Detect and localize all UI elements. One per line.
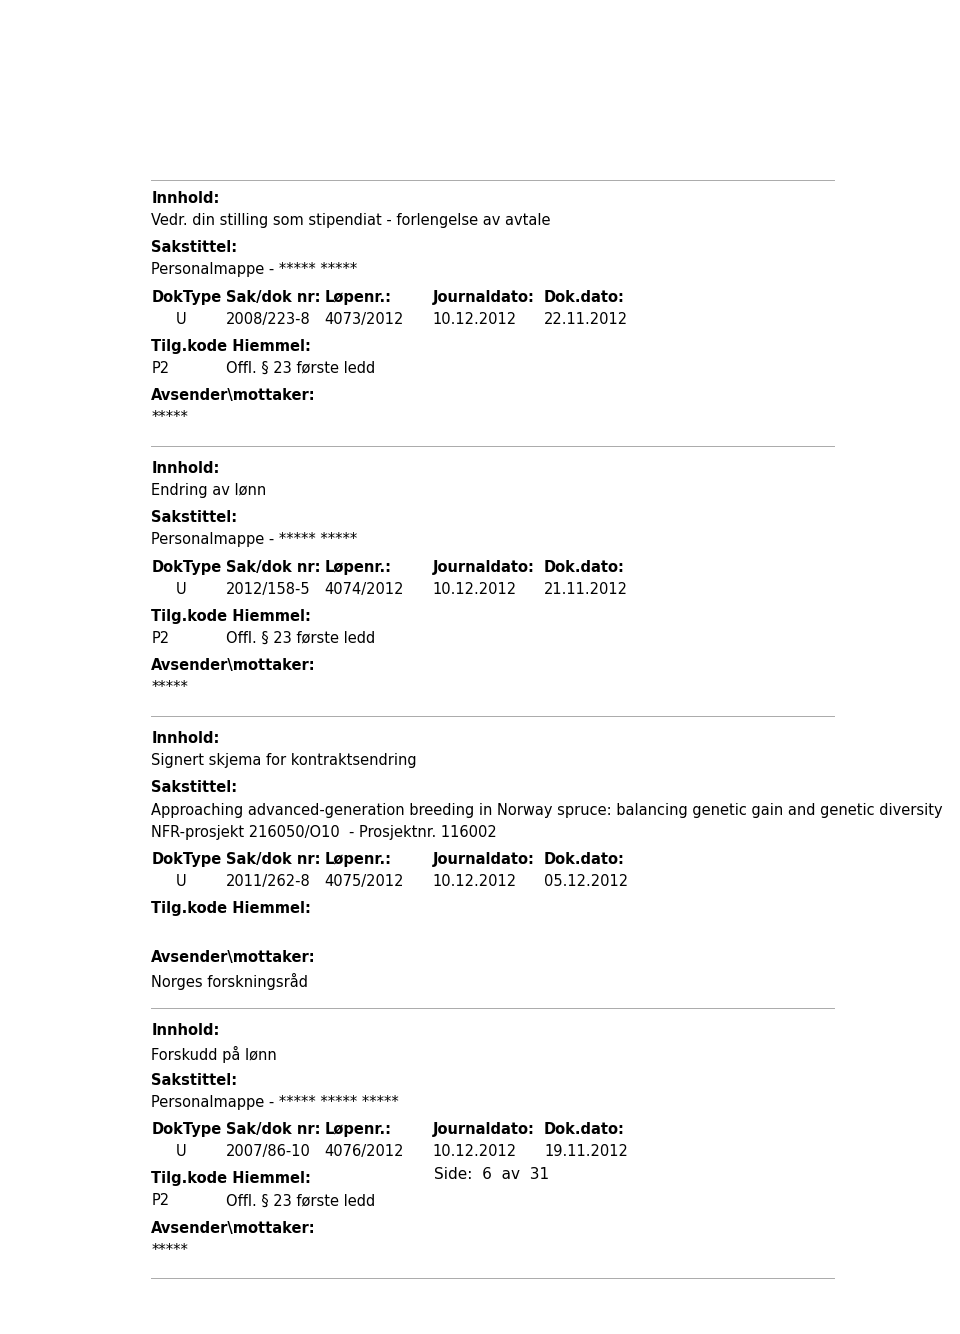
Text: 4073/2012: 4073/2012	[324, 312, 404, 327]
Text: Approaching advanced-generation breeding in Norway spruce: balancing genetic gai: Approaching advanced-generation breeding…	[152, 803, 943, 818]
Text: U: U	[176, 312, 186, 327]
Text: Dok.dato:: Dok.dato:	[544, 289, 625, 304]
Text: Sak/dok nr:: Sak/dok nr:	[226, 852, 320, 867]
Text: 22.11.2012: 22.11.2012	[544, 312, 628, 327]
Text: Signert skjema for kontraktsendring: Signert skjema for kontraktsendring	[152, 754, 417, 768]
Text: Tilg.kode Hiemmel:: Tilg.kode Hiemmel:	[152, 1171, 311, 1186]
Text: Avsender\mottaker:: Avsender\mottaker:	[152, 388, 316, 403]
Text: Sakstittel:: Sakstittel:	[152, 511, 237, 526]
Text: 19.11.2012: 19.11.2012	[544, 1145, 628, 1159]
Text: P2: P2	[152, 631, 169, 646]
Text: 2008/223-8: 2008/223-8	[226, 312, 310, 327]
Text: Innhold:: Innhold:	[152, 731, 220, 746]
Text: Personalmappe - ***** *****: Personalmappe - ***** *****	[152, 263, 357, 277]
Text: Personalmappe - ***** ***** *****: Personalmappe - ***** ***** *****	[152, 1095, 399, 1110]
Text: U: U	[176, 582, 186, 596]
Text: Dok.dato:: Dok.dato:	[544, 560, 625, 575]
Text: 05.12.2012: 05.12.2012	[544, 874, 628, 888]
Text: Løpenr.:: Løpenr.:	[324, 1122, 392, 1137]
Text: DokType: DokType	[152, 1122, 222, 1137]
Text: Avsender\mottaker:: Avsender\mottaker:	[152, 951, 316, 966]
Text: Offl. § 23 første ledd: Offl. § 23 første ledd	[226, 362, 375, 376]
Text: Offl. § 23 første ledd: Offl. § 23 første ledd	[226, 1194, 375, 1209]
Text: Journaldato:: Journaldato:	[432, 289, 535, 304]
Text: DokType: DokType	[152, 560, 222, 575]
Text: Sak/dok nr:: Sak/dok nr:	[226, 560, 320, 575]
Text: 10.12.2012: 10.12.2012	[432, 312, 516, 327]
Text: 4075/2012: 4075/2012	[324, 874, 404, 888]
Text: Vedr. din stilling som stipendiat - forlengelse av avtale: Vedr. din stilling som stipendiat - forl…	[152, 213, 551, 228]
Text: Tilg.kode Hiemmel:: Tilg.kode Hiemmel:	[152, 339, 311, 354]
Text: 4074/2012: 4074/2012	[324, 582, 404, 596]
Text: Norges forskningsråd: Norges forskningsråd	[152, 972, 308, 990]
Text: *****: *****	[152, 680, 188, 695]
Text: Avsender\mottaker:: Avsender\mottaker:	[152, 658, 316, 674]
Text: U: U	[176, 874, 186, 888]
Text: 10.12.2012: 10.12.2012	[432, 874, 516, 888]
Text: Side:  6  av  31: Side: 6 av 31	[435, 1167, 549, 1182]
Text: Offl. § 23 første ledd: Offl. § 23 første ledd	[226, 631, 375, 646]
Text: *****: *****	[152, 1243, 188, 1258]
Text: Sakstittel:: Sakstittel:	[152, 1073, 237, 1087]
Text: Avsender\mottaker:: Avsender\mottaker:	[152, 1221, 316, 1235]
Text: Innhold:: Innhold:	[152, 191, 220, 205]
Text: 2011/262-8: 2011/262-8	[226, 874, 310, 888]
Text: Innhold:: Innhold:	[152, 1023, 220, 1038]
Text: 21.11.2012: 21.11.2012	[544, 582, 628, 596]
Text: P2: P2	[152, 362, 169, 376]
Text: Endring av lønn: Endring av lønn	[152, 483, 267, 498]
Text: Løpenr.:: Løpenr.:	[324, 289, 392, 304]
Text: DokType: DokType	[152, 289, 222, 304]
Text: Løpenr.:: Løpenr.:	[324, 852, 392, 867]
Text: Forskudd på lønn: Forskudd på lønn	[152, 1046, 277, 1062]
Text: Tilg.kode Hiemmel:: Tilg.kode Hiemmel:	[152, 608, 311, 624]
Text: Dok.dato:: Dok.dato:	[544, 1122, 625, 1137]
Text: Sak/dok nr:: Sak/dok nr:	[226, 1122, 320, 1137]
Text: Tilg.kode Hiemmel:: Tilg.kode Hiemmel:	[152, 902, 311, 916]
Text: 2007/86-10: 2007/86-10	[226, 1145, 310, 1159]
Text: 10.12.2012: 10.12.2012	[432, 582, 516, 596]
Text: *****: *****	[152, 410, 188, 426]
Text: 10.12.2012: 10.12.2012	[432, 1145, 516, 1159]
Text: DokType: DokType	[152, 852, 222, 867]
Text: Løpenr.:: Løpenr.:	[324, 560, 392, 575]
Text: 4076/2012: 4076/2012	[324, 1145, 404, 1159]
Text: P2: P2	[152, 1194, 169, 1209]
Text: Sakstittel:: Sakstittel:	[152, 780, 237, 795]
Text: Innhold:: Innhold:	[152, 462, 220, 476]
Text: Sakstittel:: Sakstittel:	[152, 240, 237, 255]
Text: Sak/dok nr:: Sak/dok nr:	[226, 289, 320, 304]
Text: Personalmappe - ***** *****: Personalmappe - ***** *****	[152, 532, 357, 547]
Text: 2012/158-5: 2012/158-5	[226, 582, 310, 596]
Text: Dok.dato:: Dok.dato:	[544, 852, 625, 867]
Text: Journaldato:: Journaldato:	[432, 560, 535, 575]
Text: Journaldato:: Journaldato:	[432, 1122, 535, 1137]
Text: Journaldato:: Journaldato:	[432, 852, 535, 867]
Text: NFR-prosjekt 216050/O10  - Prosjektnr. 116002: NFR-prosjekt 216050/O10 - Prosjektnr. 11…	[152, 824, 497, 839]
Text: U: U	[176, 1145, 186, 1159]
